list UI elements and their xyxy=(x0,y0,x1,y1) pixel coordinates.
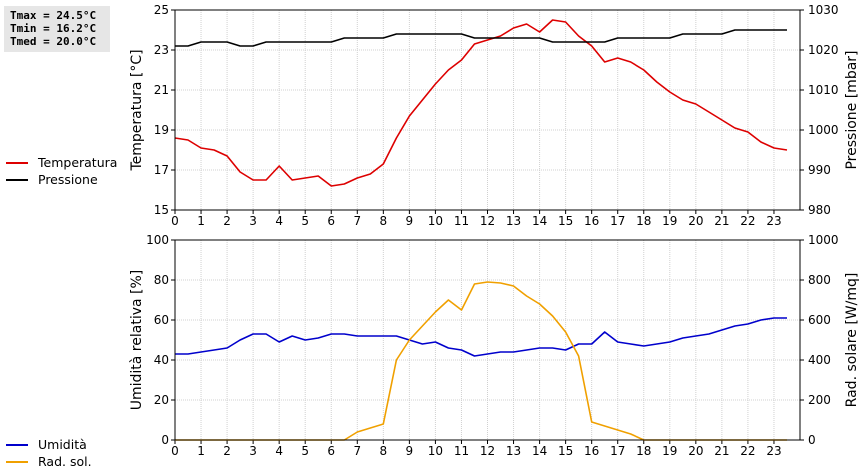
charts-svg: 0 1 2 3 4 5 6 7 8 9 10 11 12 13 14 15 16 17 18 19 20 21 22 2315… xyxy=(129,3,860,458)
x-tick-label: 0 xyxy=(171,444,179,458)
y-tick-label-right: 0 xyxy=(808,433,816,447)
x-tick-label: 10 xyxy=(428,444,443,458)
x-tick-label: 21 xyxy=(714,214,729,228)
legend-label-umidita: Umidità xyxy=(38,437,87,452)
x-tick-label: 8 xyxy=(380,214,388,228)
y-tick-label-right: 1030 xyxy=(808,3,839,17)
x-tick-label: 15 xyxy=(558,214,573,228)
x-tick-label: 1 xyxy=(197,444,205,458)
x-tick-label: 6 xyxy=(327,214,335,228)
x-tick-label: 7 xyxy=(353,444,361,458)
x-tick-label: 1 xyxy=(197,214,205,228)
x-tick-label: 11 xyxy=(454,214,469,228)
x-tick-label: 6 xyxy=(327,444,335,458)
x-tick-label: 20 xyxy=(688,444,703,458)
x-tick-label: 11 xyxy=(454,444,469,458)
y-tick-label-right: 400 xyxy=(808,353,831,367)
y-tick-label-left: 23 xyxy=(154,43,169,57)
y-axis-title-left: Temperatura [°C] xyxy=(129,49,145,171)
y-tick-label-right: 990 xyxy=(808,163,831,177)
stat-tmin: Tmin = 16.2°C xyxy=(10,22,97,35)
y-tick-label-right: 980 xyxy=(808,203,831,217)
y-tick-label-left: 17 xyxy=(154,163,169,177)
x-tick-label: 7 xyxy=(353,214,361,228)
y-tick-label-right: 200 xyxy=(808,393,831,407)
legend-swatch-umidita xyxy=(6,443,28,446)
x-tick-label: 9 xyxy=(406,444,414,458)
x-tick-label: 3 xyxy=(249,214,257,228)
y-tick-label-right: 1020 xyxy=(808,43,839,57)
y-tick-label-left: 19 xyxy=(154,123,169,137)
legend-item-pressione: Pressione xyxy=(6,171,117,188)
legend-label-pressione: Pressione xyxy=(38,172,98,187)
legend-item-umidita: Umidità xyxy=(6,436,92,453)
y-tick-label-left: 20 xyxy=(154,393,169,407)
x-tick-label: 3 xyxy=(249,444,257,458)
y-tick-label-left: 21 xyxy=(154,83,169,97)
stat-tmed: Tmed = 20.0°C xyxy=(10,35,97,48)
x-tick-label: 2 xyxy=(223,444,231,458)
legend-swatch-pressione xyxy=(6,178,28,181)
x-tick-label: 19 xyxy=(662,444,677,458)
legend-item-temperatura: Temperatura xyxy=(6,154,117,171)
x-tick-label: 12 xyxy=(480,214,495,228)
x-tick-label: 15 xyxy=(558,444,573,458)
x-tick-label: 23 xyxy=(766,444,781,458)
x-tick-label: 14 xyxy=(532,444,547,458)
x-tick-label: 22 xyxy=(740,444,755,458)
y-tick-label-right: 600 xyxy=(808,313,831,327)
y-tick-label-right: 800 xyxy=(808,273,831,287)
chart-1: 0 1 2 3 4 5 6 7 8 9 10 11 12 13 14 15 16 17 18 19 20 21 22 2302… xyxy=(129,233,860,458)
y-tick-label-left: 80 xyxy=(154,273,169,287)
x-tick-label: 5 xyxy=(301,444,309,458)
x-tick-label: 20 xyxy=(688,214,703,228)
x-tick-label: 19 xyxy=(662,214,677,228)
chart-0: 0 1 2 3 4 5 6 7 8 9 10 11 12 13 14 15 16 17 18 19 20 21 22 2315… xyxy=(129,3,860,228)
y-axis-title-left: Umidità relativa [%] xyxy=(129,270,145,411)
stat-tmax: Tmax = 24.5°C xyxy=(10,9,97,22)
y-tick-label-left: 60 xyxy=(154,313,169,327)
y-axis-title-right: Pressione [mbar] xyxy=(844,50,860,169)
y-tick-label-left: 100 xyxy=(146,233,169,247)
y-tick-label-left: 25 xyxy=(154,3,169,17)
x-tick-label: 10 xyxy=(428,214,443,228)
x-tick-label: 4 xyxy=(275,214,283,228)
legend-top: Temperatura Pressione xyxy=(6,154,117,188)
legend-swatch-rad-sol xyxy=(6,460,28,463)
x-tick-label: 21 xyxy=(714,444,729,458)
y-tick-label-right: 1010 xyxy=(808,83,839,97)
stats-box: Tmax = 24.5°C Tmin = 16.2°C Tmed = 20.0°… xyxy=(4,6,110,52)
x-tick-label: 16 xyxy=(584,214,599,228)
legend-swatch-temperatura xyxy=(6,161,28,164)
x-tick-label: 13 xyxy=(506,214,521,228)
series-line-temperatura xyxy=(174,19,788,187)
x-tick-label: 5 xyxy=(301,214,309,228)
y-tick-label-left: 40 xyxy=(154,353,169,367)
x-tick-label: 23 xyxy=(766,214,781,228)
plot-frame xyxy=(174,239,801,441)
plot-frame xyxy=(174,9,801,211)
x-tick-label: 9 xyxy=(406,214,414,228)
y-axis-title-right: Rad. solare [W/mq] xyxy=(844,273,860,408)
x-tick-label: 14 xyxy=(532,214,547,228)
x-tick-label: 2 xyxy=(223,214,231,228)
x-tick-label: 17 xyxy=(610,444,625,458)
x-tick-label: 18 xyxy=(636,444,651,458)
y-tick-label-left: 15 xyxy=(154,203,169,217)
x-tick-label: 13 xyxy=(506,444,521,458)
x-tick-label: 16 xyxy=(584,444,599,458)
x-tick-label: 8 xyxy=(380,444,388,458)
y-tick-label-right: 1000 xyxy=(808,123,839,137)
y-tick-label-right: 1000 xyxy=(808,233,839,247)
x-tick-label: 12 xyxy=(480,444,495,458)
x-tick-label: 22 xyxy=(740,214,755,228)
series-line-pressione xyxy=(175,29,787,47)
x-tick-label: 0 xyxy=(171,214,179,228)
legend-label-temperatura: Temperatura xyxy=(38,155,118,170)
x-tick-label: 4 xyxy=(275,444,283,458)
x-tick-label: 18 xyxy=(636,214,651,228)
x-tick-label: 17 xyxy=(610,214,625,228)
series-line-umidit xyxy=(175,317,787,357)
y-tick-label-left: 0 xyxy=(161,433,169,447)
